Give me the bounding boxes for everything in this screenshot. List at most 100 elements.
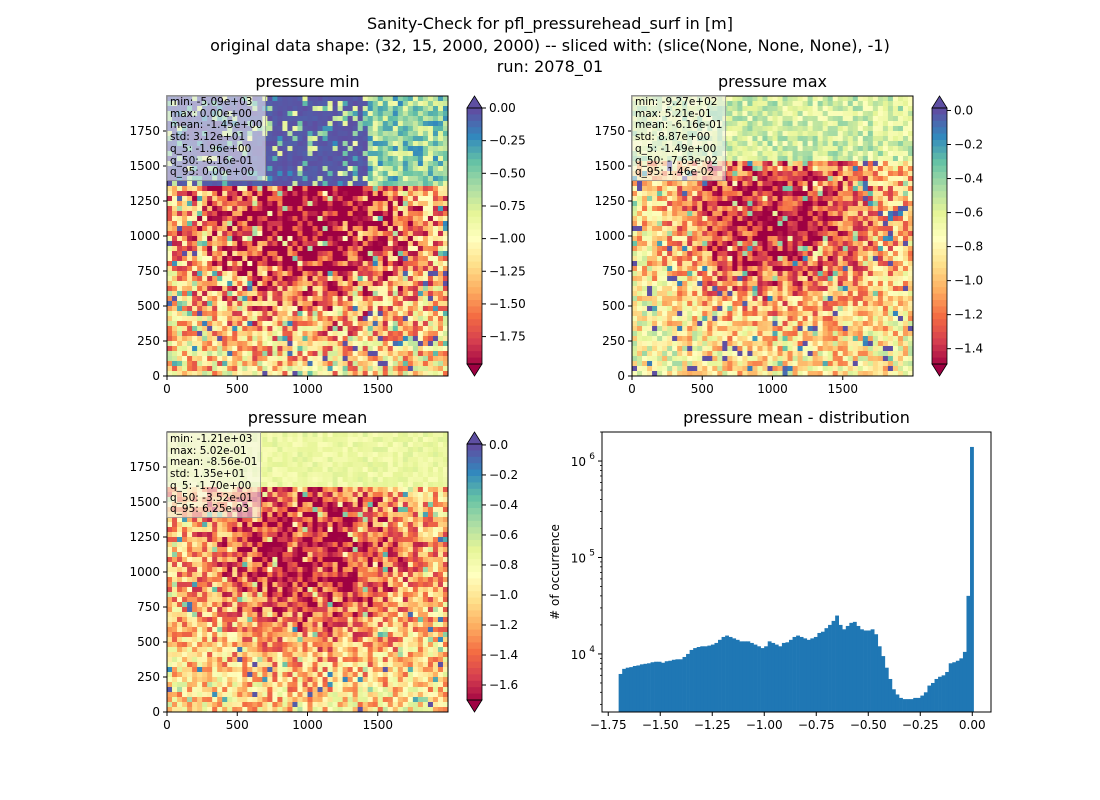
- map-cell: [692, 216, 698, 222]
- colorbar-tick-label: 0.00: [489, 101, 516, 115]
- map-cell: [387, 271, 394, 277]
- map-cell: [387, 336, 394, 342]
- map-cell: [907, 106, 914, 112]
- map-cell: [417, 341, 424, 347]
- map-cell: [862, 136, 869, 142]
- map-cell: [762, 241, 768, 247]
- map-cell: [262, 221, 268, 227]
- map-cell: [772, 176, 778, 182]
- map-cell: [422, 216, 429, 222]
- map-cell: [762, 136, 768, 142]
- map-cell: [292, 246, 298, 252]
- map-cell: [752, 111, 758, 117]
- map-cell: [402, 161, 409, 167]
- map-cell: [272, 241, 278, 247]
- map-cell: [437, 201, 444, 207]
- map-cell: [317, 291, 323, 297]
- map-cell: [862, 196, 869, 202]
- map-cell: [372, 216, 379, 222]
- map-cell: [167, 276, 173, 282]
- map-cell: [392, 186, 399, 192]
- map-cell: [182, 321, 188, 327]
- map-cell: [847, 131, 854, 137]
- map-cell: [417, 206, 424, 212]
- map-cell: [292, 351, 298, 357]
- map-cell: [787, 101, 793, 107]
- map-cell: [342, 191, 349, 197]
- map-cell: [402, 336, 409, 342]
- map-cell: [897, 201, 904, 207]
- map-cell: [802, 131, 809, 137]
- map-cell: [842, 96, 849, 102]
- map-cell: [367, 106, 374, 112]
- map-cell: [237, 271, 243, 277]
- map-cell: [407, 301, 414, 307]
- map-cell: [292, 221, 298, 227]
- map-cell: [242, 221, 248, 227]
- map-cell: [862, 221, 869, 227]
- map-cell: [342, 241, 349, 247]
- map-cell: [867, 166, 874, 172]
- map-cell: [362, 196, 369, 202]
- map-cell: [387, 261, 394, 267]
- map-cell: [372, 266, 379, 272]
- map-cell: [407, 141, 414, 147]
- map-cell: [442, 326, 449, 332]
- map-cell: [862, 181, 869, 187]
- map-cell: [187, 206, 193, 212]
- map-cell: [372, 116, 379, 122]
- map-cell: [252, 276, 258, 282]
- map-cell: [362, 301, 369, 307]
- map-cell: [322, 266, 328, 272]
- map-cell: [837, 146, 844, 152]
- map-cell: [797, 136, 804, 142]
- map-cell: [772, 211, 778, 217]
- map-cell: [292, 256, 298, 262]
- map-cell: [172, 241, 178, 247]
- map-cell: [637, 246, 643, 252]
- map-cell: [292, 151, 298, 157]
- map-cell: [882, 201, 889, 207]
- map-cell: [797, 191, 804, 197]
- map-cell: [647, 226, 653, 232]
- map-cell: [282, 116, 288, 122]
- map-cell: [897, 216, 904, 222]
- map-cell: [252, 261, 258, 267]
- map-cell: [902, 126, 909, 132]
- map-cell: [877, 141, 884, 147]
- map-cell: [827, 186, 834, 192]
- map-cell: [772, 111, 778, 117]
- map-cell: [822, 111, 829, 117]
- map-cell: [892, 191, 899, 197]
- map-cell: [407, 106, 414, 112]
- map-cell: [442, 291, 449, 297]
- map-cell: [327, 211, 333, 217]
- map-cell: [207, 361, 213, 367]
- map-cell: [292, 296, 298, 302]
- map-cell: [632, 181, 638, 187]
- map-cell: [432, 151, 439, 157]
- map-cell: [312, 186, 318, 192]
- map-cell: [802, 231, 809, 237]
- map-cell: [237, 196, 243, 202]
- map-cell: [232, 246, 238, 252]
- map-cell: [312, 276, 318, 282]
- map-cell: [352, 141, 359, 147]
- map-cell: [292, 356, 298, 362]
- map-cell: [812, 171, 819, 177]
- map-cell: [177, 271, 183, 277]
- map-cell: [262, 211, 268, 217]
- map-cell: [727, 126, 733, 132]
- map-cell: [367, 256, 374, 262]
- map-cell: [892, 156, 899, 162]
- map-cell: [397, 136, 404, 142]
- map-cell: [632, 211, 638, 217]
- map-cell: [172, 281, 178, 287]
- map-cell: [722, 186, 728, 192]
- map-cell: [662, 211, 668, 217]
- map-cell: [252, 271, 258, 277]
- map-cell: [787, 226, 793, 232]
- colorbar-segment: [467, 146, 482, 154]
- map-cell: [397, 336, 404, 342]
- map-cell: [332, 116, 339, 122]
